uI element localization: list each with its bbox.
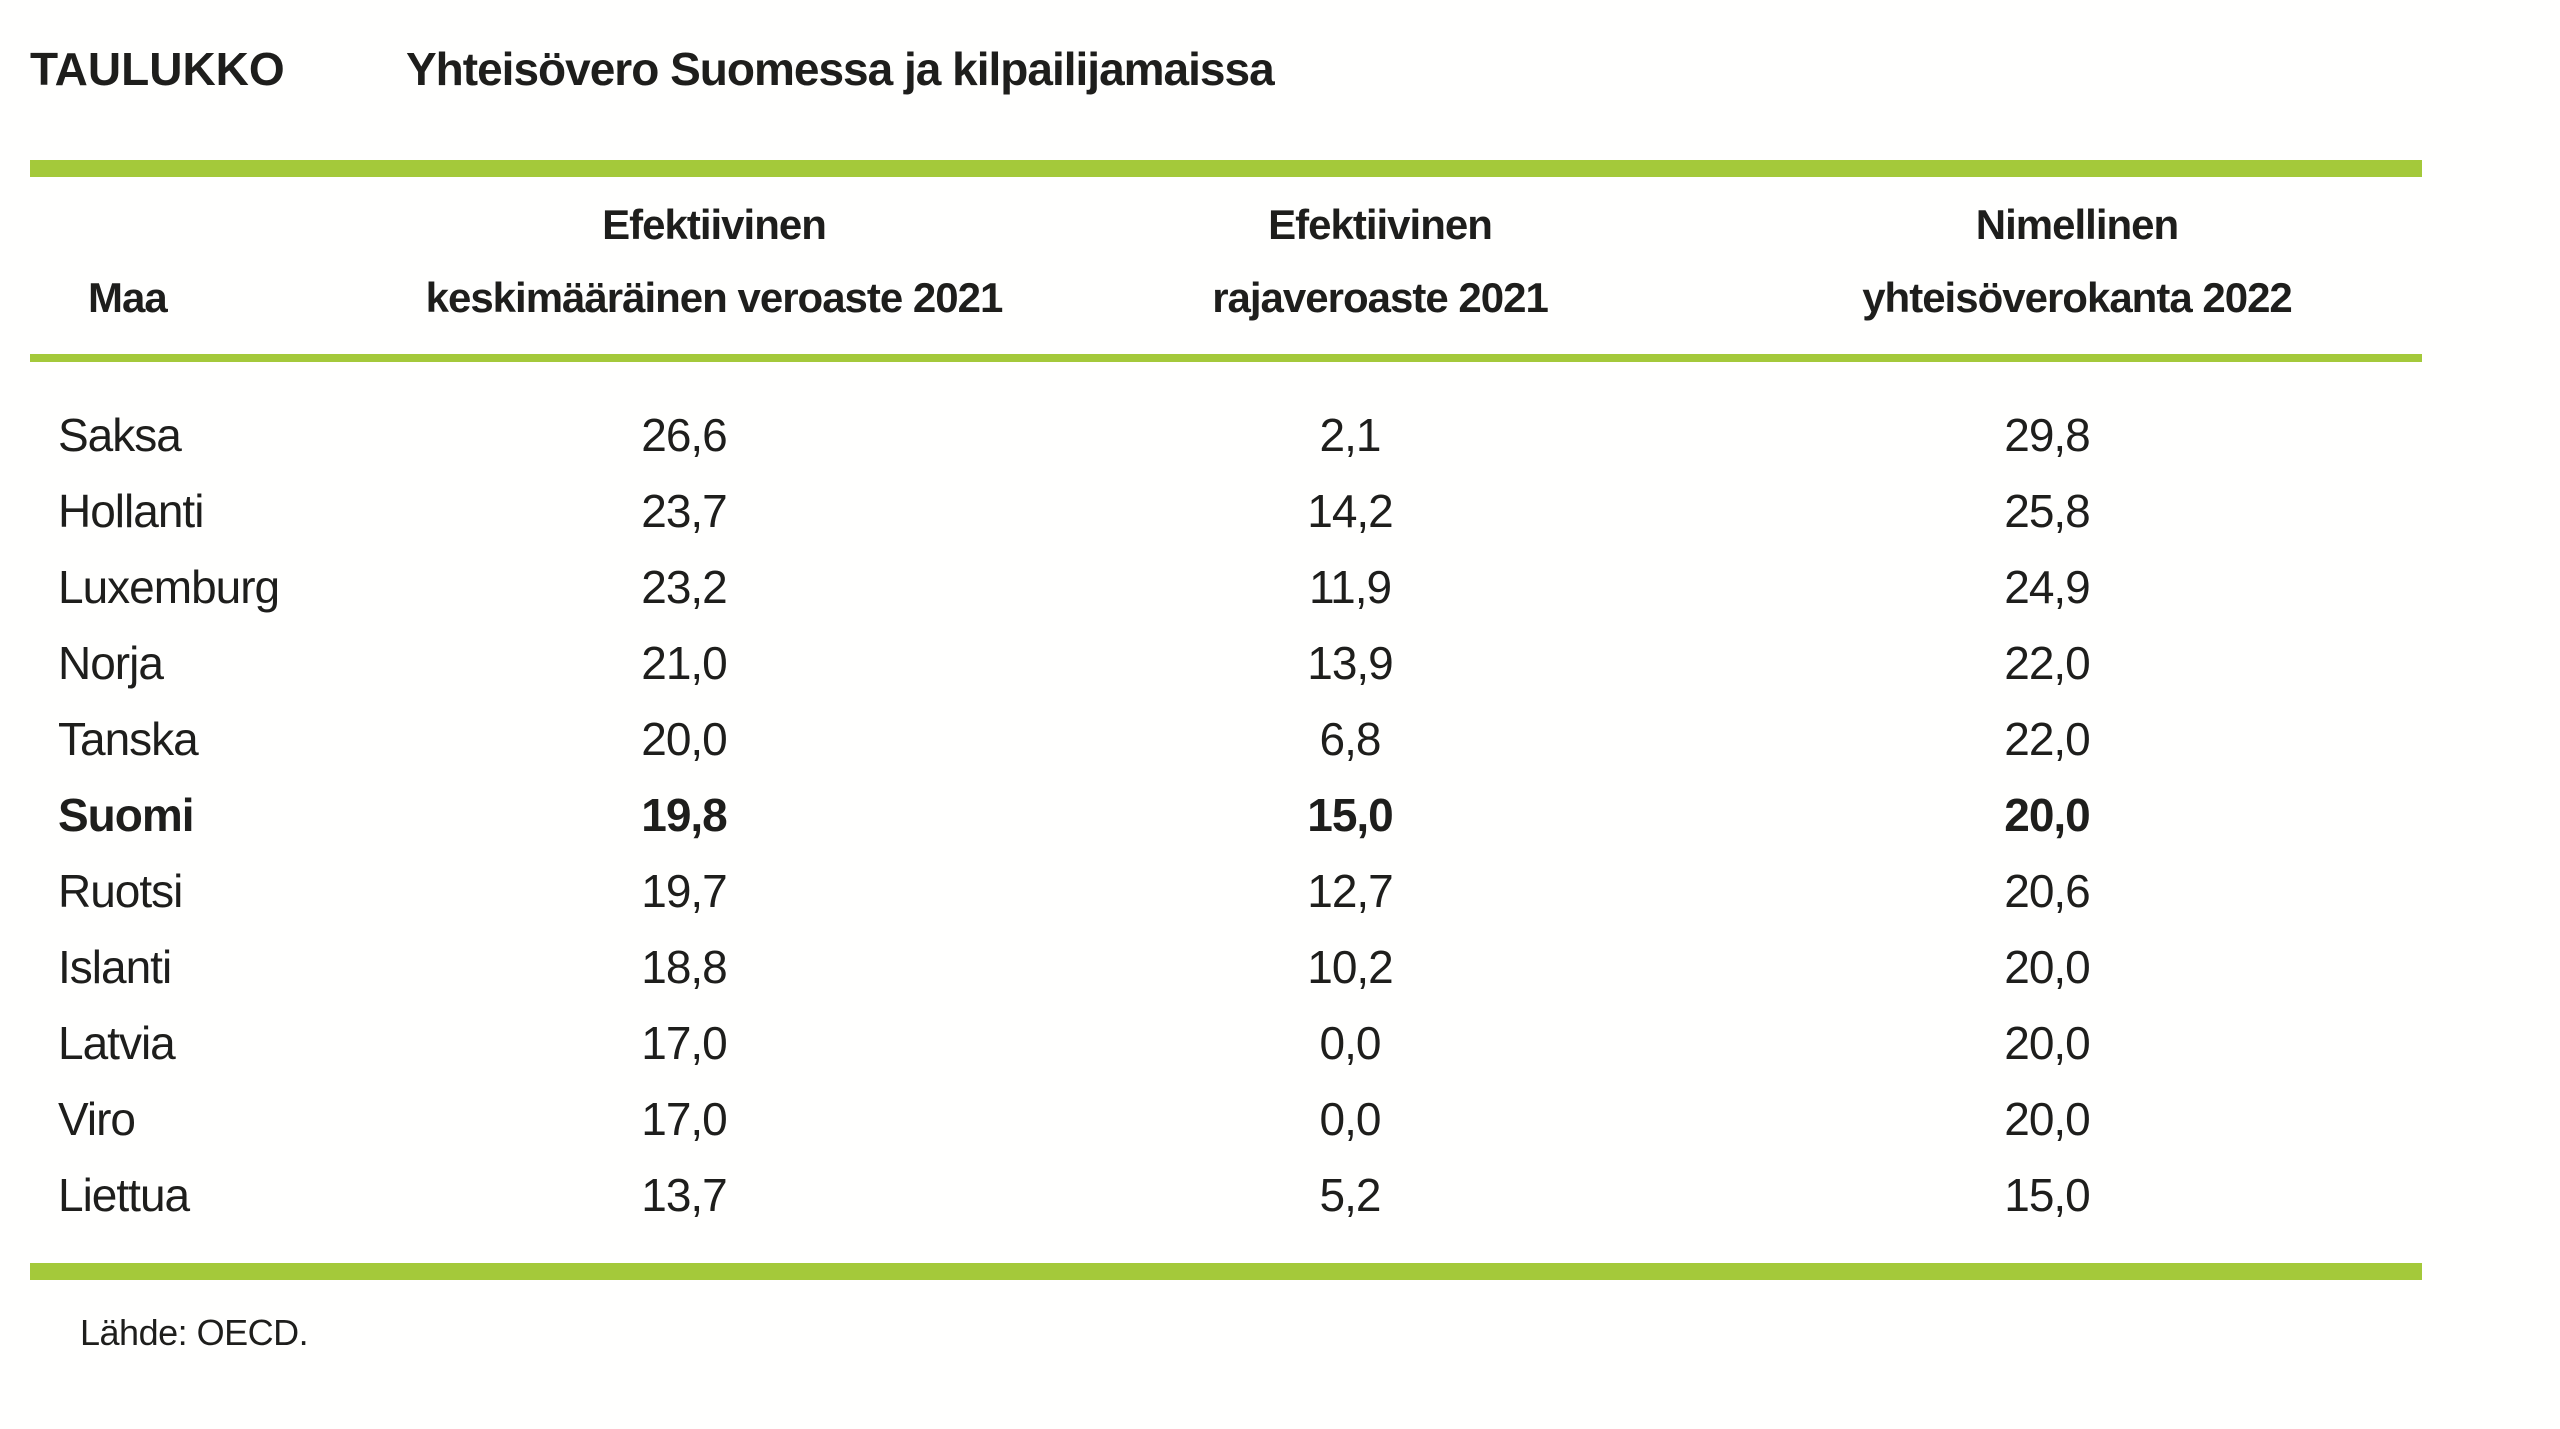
table-row-highlighted-suomi: Suomi 19,8 15,0 20,0	[0, 777, 2392, 853]
emtr-cell: 5,2	[1319, 1169, 1382, 1221]
country-cell: Latvia	[58, 1017, 176, 1069]
nominal-cell: 20,6	[2004, 865, 2091, 917]
eatr-cell: 17,0	[641, 1093, 728, 1145]
eatr-cell: 17,0	[641, 1017, 728, 1069]
nominal-cell: 29,8	[2004, 409, 2091, 461]
emtr-cell: 11,9	[1308, 561, 1392, 613]
bottom-rule-bar	[30, 1263, 2422, 1280]
table-row: Latvia 17,0 0,0 20,0	[0, 1005, 2392, 1081]
eatr-cell: 21,0	[641, 637, 728, 689]
eatr-cell: 19,8	[641, 789, 728, 841]
country-cell: Luxemburg	[58, 561, 280, 613]
eatr-cell: 23,7	[641, 485, 728, 537]
table-row: Ruotsi 19,7 12,7 20,6	[0, 853, 2392, 929]
emtr-cell: 6,8	[1319, 713, 1382, 765]
table-row: Hollanti 23,7 14,2 25,8	[0, 473, 2392, 549]
source-note: Lähde: OECD.	[80, 1312, 309, 1353]
country-cell: Norja	[58, 637, 164, 689]
country-cell: Hollanti	[58, 485, 204, 537]
top-rule-bar	[30, 160, 2422, 177]
table-row: Islanti 18,8 10,2 20,0	[0, 929, 2392, 1005]
country-cell: Saksa	[58, 409, 182, 461]
emtr-cell: 14,2	[1307, 485, 1394, 537]
country-cell: Liettua	[58, 1169, 190, 1221]
country-cell: Suomi	[58, 789, 195, 841]
nominal-cell: 22,0	[2004, 713, 2091, 765]
nominal-cell: 15,0	[2004, 1169, 2091, 1221]
nominal-cell: 25,8	[2004, 485, 2091, 537]
emtr-cell: 0,0	[1319, 1017, 1382, 1069]
eatr-cell: 23,2	[641, 561, 728, 613]
table-row: Saksa 26,6 2,1 29,8	[0, 397, 2392, 473]
nominal-cell: 20,0	[2004, 941, 2091, 993]
emtr-cell: 2,1	[1319, 409, 1382, 461]
column-header-effective-average-rate: Efektiivinen keskimääräinen veroaste 202…	[425, 201, 1004, 321]
eatr-cell: 26,6	[641, 409, 728, 461]
column-header-nominal-rate: Nimellinen yhteisöverokanta 2022	[1862, 201, 2293, 321]
table-row: Liettua 13,7 5,2 15,0	[0, 1157, 2392, 1233]
country-cell: Ruotsi	[58, 865, 183, 917]
nominal-cell: 20,0	[2004, 1017, 2091, 1069]
table-row: Viro 17,0 0,0 20,0	[0, 1081, 2392, 1157]
emtr-cell: 0,0	[1319, 1093, 1382, 1145]
column-header-effective-marginal-rate: Efektiivinen rajaveroaste 2021	[1212, 201, 1549, 321]
header-divider-rule	[30, 354, 2422, 362]
country-cell: Islanti	[58, 941, 172, 993]
table-row: Luxemburg 23,2 11,9 24,9	[0, 549, 2392, 625]
eatr-cell: 18,8	[641, 941, 728, 993]
table-kicker-label: TAULUKKO	[30, 43, 285, 95]
eatr-cell: 13,7	[641, 1169, 728, 1221]
eatr-cell: 19,7	[641, 865, 728, 917]
eatr-cell: 20,0	[641, 713, 728, 765]
nominal-cell: 24,9	[2004, 561, 2091, 613]
country-cell: Viro	[58, 1093, 136, 1145]
table-row: Tanska 20,0 6,8 22,0	[0, 701, 2392, 777]
nominal-cell: 20,0	[2004, 789, 2091, 841]
emtr-cell: 12,7	[1307, 865, 1394, 917]
emtr-cell: 13,9	[1307, 637, 1394, 689]
table-header-row: Maa Efektiivinen keskimääräinen veroaste…	[30, 188, 2422, 334]
table-row: Norja 21,0 13,9 22,0	[0, 625, 2392, 701]
emtr-cell: 10,2	[1307, 941, 1394, 993]
table-title: Yhteisövero Suomessa ja kilpailijamaissa	[406, 43, 1275, 95]
country-cell: Tanska	[58, 713, 199, 765]
nominal-cell: 22,0	[2004, 637, 2091, 689]
emtr-cell: 15,0	[1307, 789, 1394, 841]
nominal-cell: 20,0	[2004, 1093, 2091, 1145]
column-header-country: Maa	[88, 274, 168, 321]
